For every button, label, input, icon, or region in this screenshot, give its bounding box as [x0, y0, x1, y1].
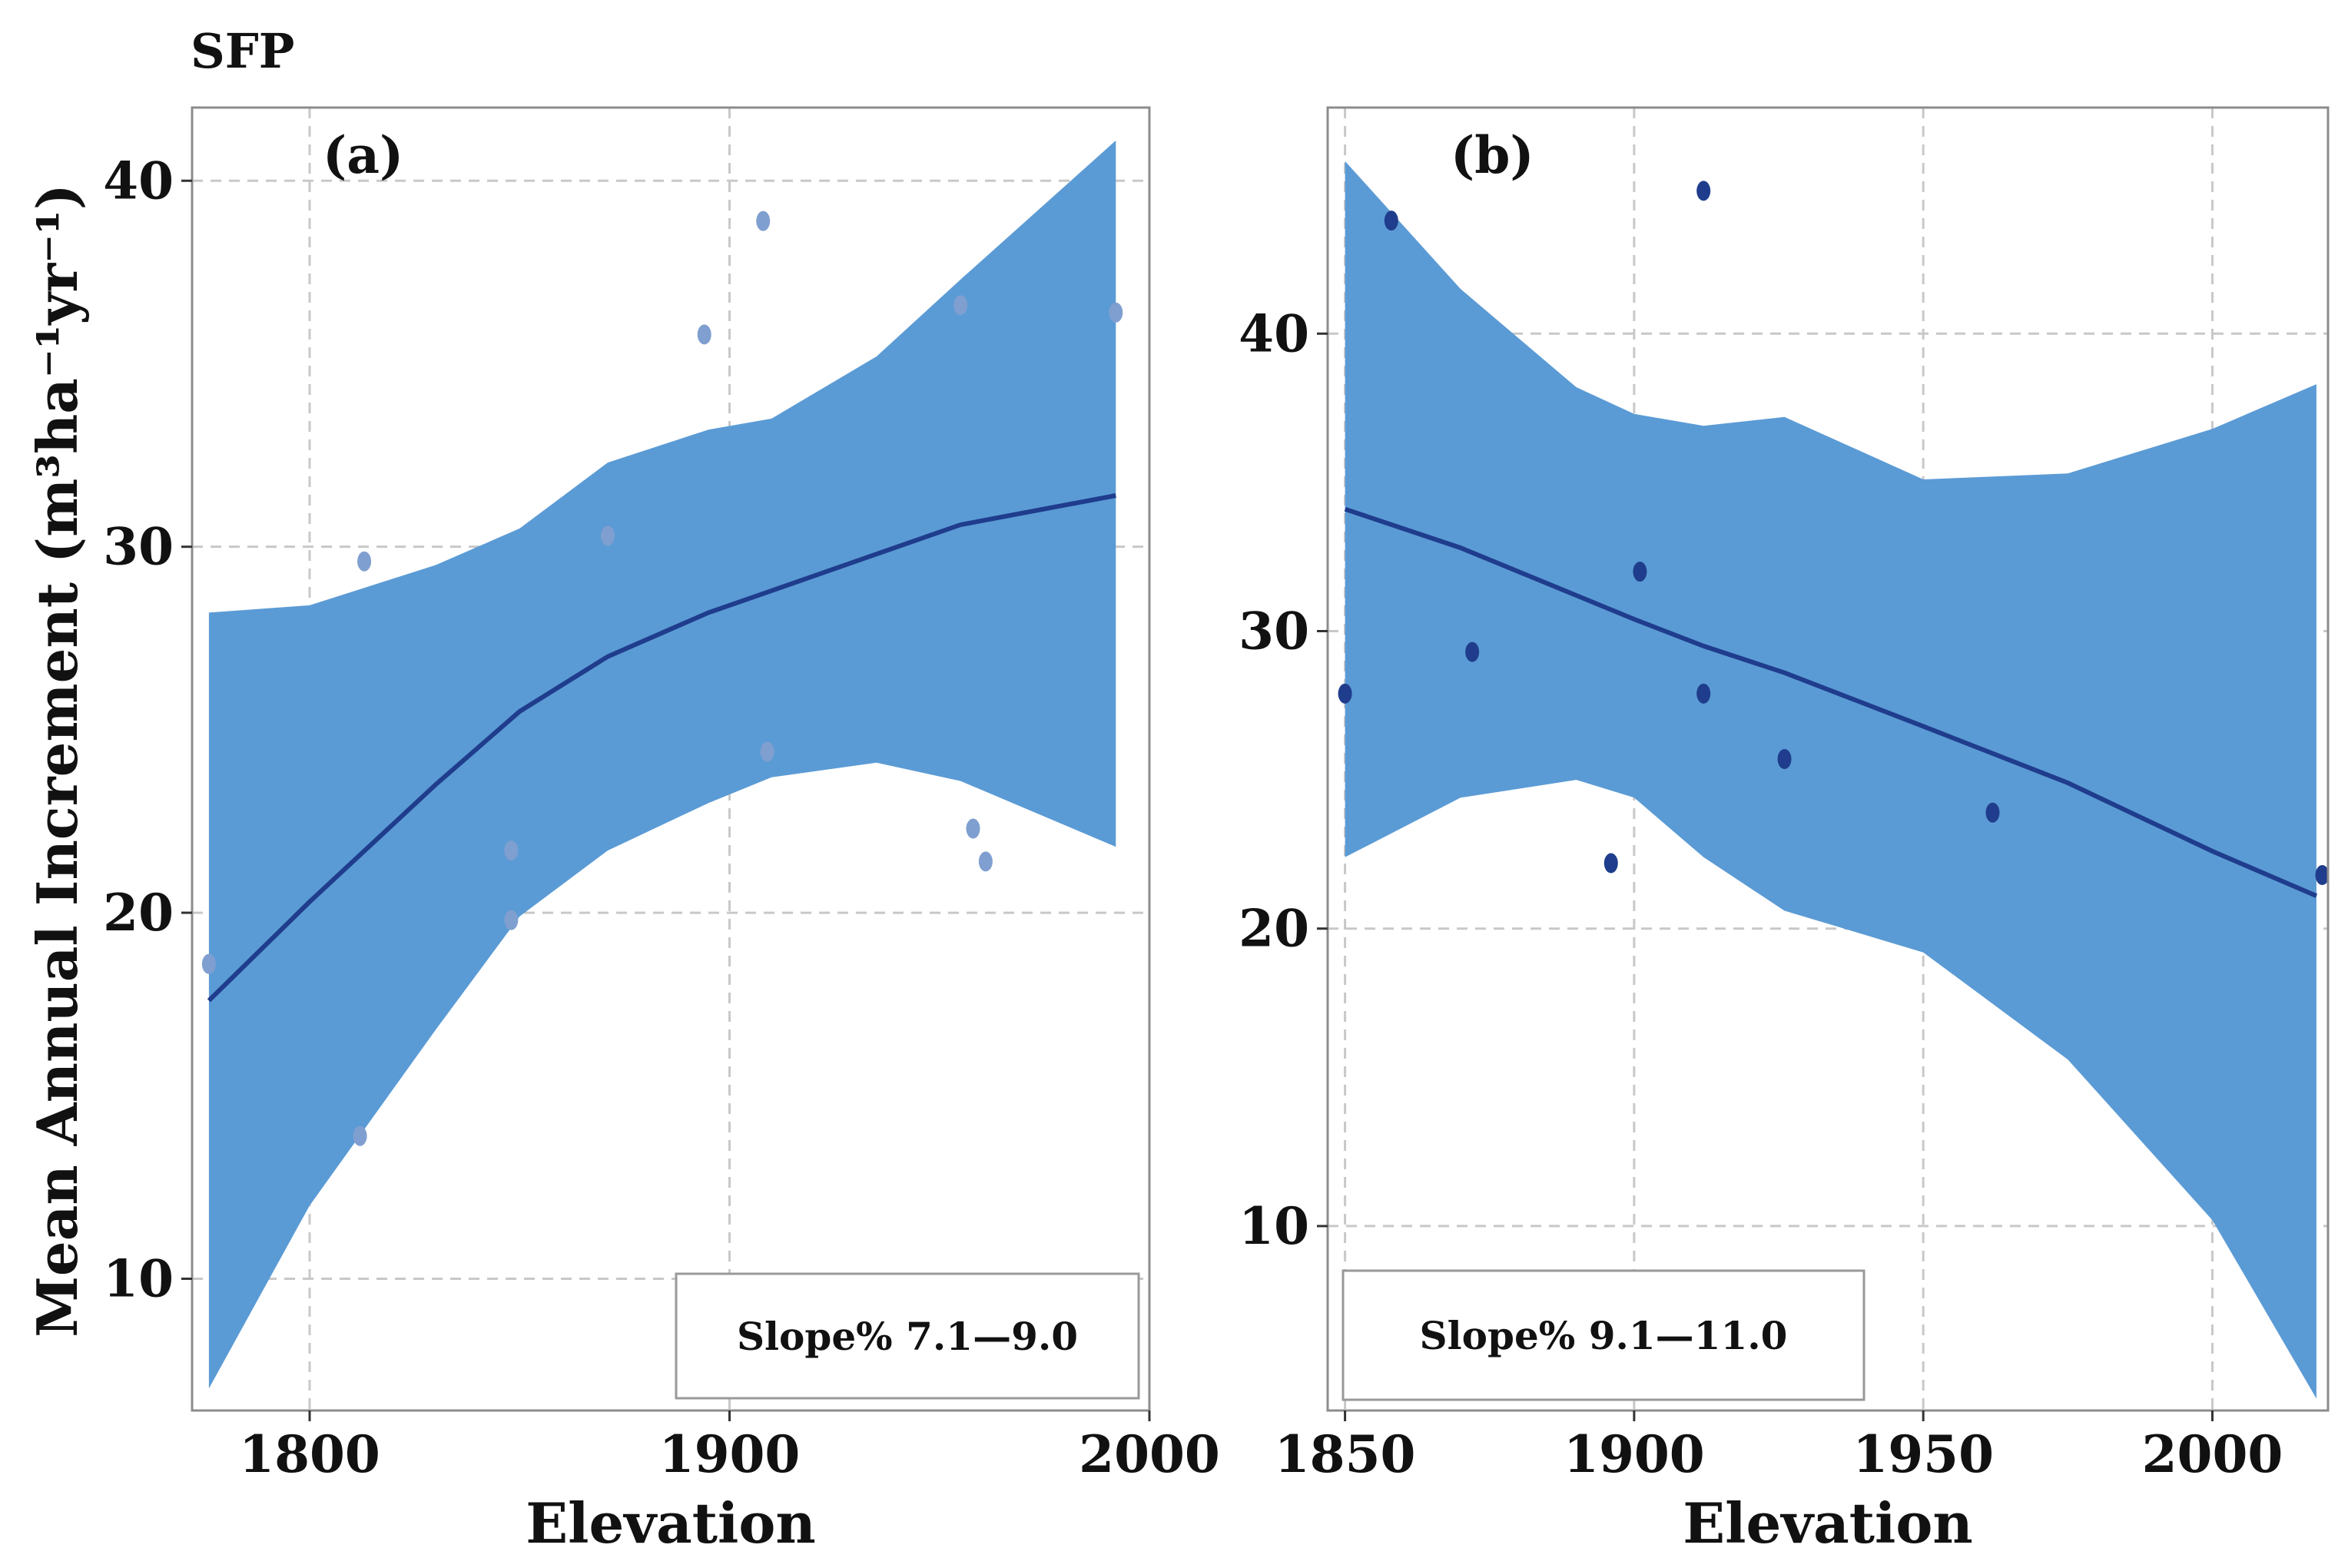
- fit-line: [207, 493, 1116, 1003]
- y-tick-label: 40: [1239, 303, 1309, 363]
- y-tick-label: 20: [1239, 899, 1309, 959]
- data-point: [1465, 641, 1480, 662]
- panel-label: (a): [323, 125, 403, 185]
- slope-annotation: Slope% 7.1—9.0: [737, 1314, 1078, 1359]
- y-tick-label: 20: [103, 883, 174, 943]
- data-point: [504, 910, 519, 930]
- data-point: [201, 953, 216, 974]
- panel-b: 1850 1900 1950 2000 10 20 30 40 Elevation (b) Slop…: [1239, 106, 2330, 1556]
- confidence-band: [208, 140, 1116, 1389]
- data-point: [601, 525, 615, 546]
- data-point: [1985, 802, 2000, 823]
- data-point: [697, 324, 711, 345]
- data-point: [1696, 181, 1711, 201]
- data-point: [504, 840, 519, 861]
- y-tick-label: 10: [1239, 1196, 1309, 1256]
- y-tick-label: 30: [103, 517, 174, 577]
- data-point: [357, 551, 372, 572]
- data-point: [1777, 749, 1792, 769]
- data-point: [1338, 683, 1352, 704]
- x-tick-label: 2000: [1079, 1424, 1220, 1484]
- slope-annotation: Slope% 9.1—11.0: [1420, 1313, 1788, 1358]
- x-axis-title: Elevation: [1683, 1490, 1973, 1556]
- data-point: [1603, 853, 1618, 874]
- data-point: [1384, 211, 1398, 231]
- x-tick-label: 1900: [659, 1424, 801, 1484]
- x-tick-label: 1950: [1852, 1424, 1994, 1484]
- data-point: [1696, 683, 1711, 704]
- y-tick-label: 10: [103, 1248, 174, 1308]
- annotation-box: [675, 1272, 1140, 1400]
- annotation-box: [1341, 1269, 1865, 1401]
- x-axis-title: Elevation: [526, 1490, 816, 1556]
- fit-line: [1344, 506, 2318, 898]
- data-point: [953, 295, 968, 316]
- x-tick-label: 2000: [2142, 1424, 2283, 1484]
- figure-title: SFP: [191, 23, 294, 79]
- plot-frame: [1326, 106, 2330, 1412]
- data-point: [966, 818, 980, 839]
- data-point: [2315, 865, 2330, 886]
- panel-label: (b): [1451, 125, 1534, 185]
- x-tick-label: 1850: [1275, 1424, 1416, 1484]
- x-tick-label: 1900: [1564, 1424, 1705, 1484]
- data-point: [978, 851, 993, 872]
- data-point: [760, 741, 774, 762]
- y-axis-title: Mean Annual Increment (m³ha⁻¹yr⁻¹): [25, 184, 90, 1338]
- data-point: [1109, 302, 1123, 323]
- panel-a: 1800 1900 2000 10 20 30 40 Elevation (a) Slope% 7…: [103, 106, 1220, 1556]
- data-point: [756, 211, 771, 231]
- x-tick-label: 1800: [239, 1424, 380, 1484]
- data-point: [1633, 562, 1647, 582]
- confidence-band: [1345, 161, 2316, 1399]
- y-tick-label: 40: [103, 151, 174, 211]
- y-tick-label: 30: [1239, 601, 1309, 661]
- plot-frame: [191, 106, 1151, 1412]
- data-point: [353, 1125, 367, 1146]
